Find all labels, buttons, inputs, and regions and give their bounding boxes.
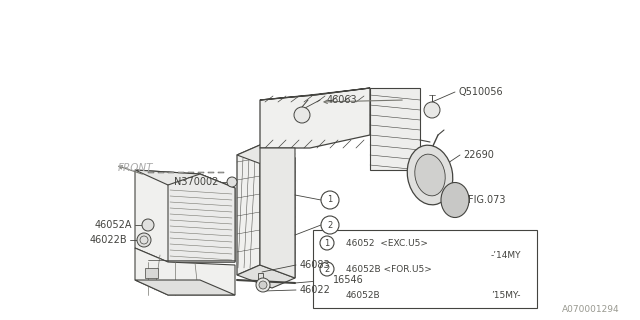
Text: Q510056: Q510056 [458, 87, 502, 97]
Polygon shape [313, 230, 537, 308]
Text: A070001294: A070001294 [563, 306, 620, 315]
Polygon shape [135, 248, 235, 295]
Circle shape [256, 278, 270, 292]
Circle shape [227, 177, 237, 187]
Text: 46052  <EXC.U5>: 46052 <EXC.U5> [346, 238, 428, 247]
Circle shape [294, 107, 310, 123]
Polygon shape [208, 172, 214, 173]
Polygon shape [260, 145, 295, 278]
Text: -’14MY: -’14MY [491, 252, 521, 260]
Polygon shape [258, 273, 263, 279]
Polygon shape [237, 265, 295, 288]
Polygon shape [135, 280, 235, 295]
Text: 46022B: 46022B [90, 235, 127, 245]
Polygon shape [158, 172, 164, 173]
Polygon shape [168, 174, 235, 262]
Circle shape [142, 219, 154, 231]
Polygon shape [260, 88, 370, 148]
Polygon shape [188, 172, 194, 173]
Text: 2: 2 [324, 265, 330, 274]
Text: 22690: 22690 [463, 150, 494, 160]
Text: 46083: 46083 [300, 260, 331, 270]
Ellipse shape [407, 145, 452, 205]
Circle shape [321, 216, 339, 234]
Ellipse shape [441, 182, 469, 218]
Polygon shape [260, 148, 295, 278]
Polygon shape [148, 172, 154, 173]
Ellipse shape [415, 154, 445, 196]
Polygon shape [178, 172, 184, 173]
Text: 1: 1 [324, 238, 330, 247]
Polygon shape [370, 88, 420, 170]
Circle shape [424, 102, 440, 118]
Text: 1: 1 [328, 196, 333, 204]
Polygon shape [237, 145, 295, 168]
Text: 46052B <FOR.U5>: 46052B <FOR.U5> [346, 265, 432, 274]
Text: 46052B: 46052B [346, 291, 381, 300]
Text: 46052A: 46052A [95, 220, 132, 230]
Polygon shape [198, 172, 204, 173]
Text: FIG.073: FIG.073 [468, 195, 506, 205]
Text: N370002: N370002 [173, 177, 218, 187]
Text: 46063: 46063 [327, 95, 358, 105]
Circle shape [137, 233, 151, 247]
Circle shape [320, 236, 334, 250]
Polygon shape [260, 88, 370, 100]
Polygon shape [237, 145, 260, 275]
Polygon shape [135, 170, 235, 188]
Polygon shape [135, 170, 235, 262]
Text: 16546: 16546 [333, 275, 364, 285]
Text: 46022: 46022 [300, 285, 331, 295]
Polygon shape [168, 172, 174, 173]
Text: ’15MY-: ’15MY- [492, 291, 521, 300]
Polygon shape [145, 268, 158, 278]
Circle shape [259, 281, 267, 289]
Polygon shape [218, 172, 224, 173]
Text: 2: 2 [328, 220, 333, 229]
Text: FRONT: FRONT [117, 163, 153, 173]
Circle shape [320, 262, 334, 276]
Circle shape [321, 191, 339, 209]
